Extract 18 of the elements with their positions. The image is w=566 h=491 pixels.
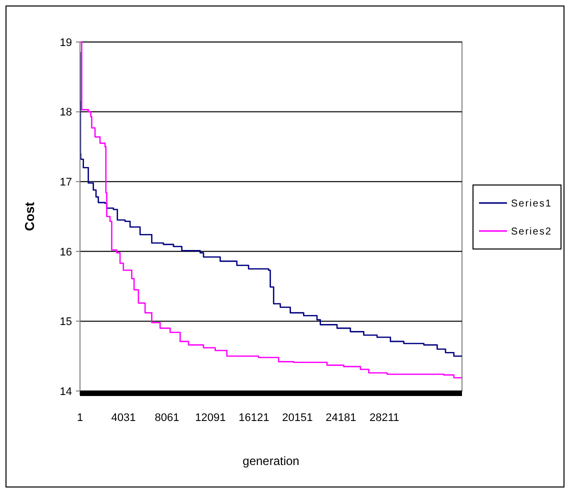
y-tick-label: 18 xyxy=(60,106,72,119)
x-tick-label: 16121 xyxy=(238,412,270,424)
x-tick-label: 1 xyxy=(76,412,84,424)
legend-label: Series1 xyxy=(511,198,552,210)
x-tick-label: 28211 xyxy=(370,412,400,424)
x-tick-label: 24181 xyxy=(326,412,356,424)
y-tick-label: 19 xyxy=(60,36,72,49)
x-axis-title: generation xyxy=(242,454,300,468)
legend-label: Series2 xyxy=(511,226,552,238)
y-tick-label: 15 xyxy=(60,316,72,328)
y-tick-label: 16 xyxy=(60,246,72,258)
x-tick-label: 12091 xyxy=(195,412,226,424)
x-tick-label: 20151 xyxy=(282,412,313,424)
x-tick-label: 8061 xyxy=(154,412,180,424)
y-axis-title: Cost xyxy=(22,201,37,231)
y-tick-label: 14 xyxy=(60,386,72,398)
x-tick-label: 4031 xyxy=(111,412,136,424)
y-tick-label: 17 xyxy=(60,176,72,188)
